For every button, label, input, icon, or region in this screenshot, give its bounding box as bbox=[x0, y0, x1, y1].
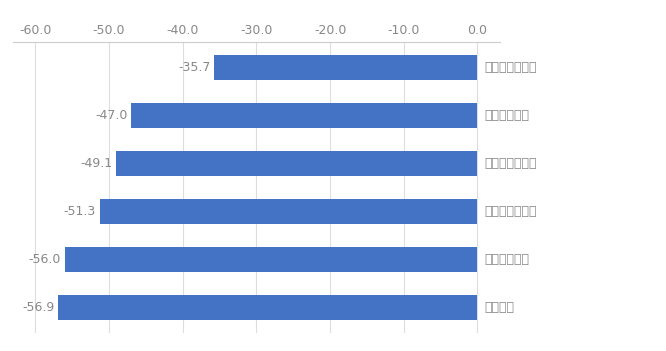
Text: サービス重視層: サービス重視層 bbox=[484, 61, 537, 74]
Text: コスパ重視層: コスパ重視層 bbox=[484, 253, 529, 266]
Bar bbox=[65, 247, 478, 272]
Bar bbox=[116, 151, 478, 176]
Text: -47.0: -47.0 bbox=[95, 109, 127, 122]
Text: 信頼性重視層: 信頼性重視層 bbox=[484, 109, 529, 122]
Text: -56.9: -56.9 bbox=[23, 301, 55, 314]
Bar bbox=[99, 199, 478, 224]
Text: 地域密着重視層: 地域密着重視層 bbox=[484, 157, 537, 170]
Text: -35.7: -35.7 bbox=[178, 61, 210, 74]
Text: -51.3: -51.3 bbox=[63, 205, 96, 218]
Text: -56.0: -56.0 bbox=[29, 253, 61, 266]
Bar bbox=[131, 103, 478, 128]
Bar bbox=[58, 295, 478, 320]
Text: -49.1: -49.1 bbox=[80, 157, 112, 170]
Text: 環境配慮重視層: 環境配慮重視層 bbox=[484, 205, 537, 218]
Text: 低関心層: 低関心層 bbox=[484, 301, 514, 314]
Bar bbox=[214, 55, 478, 80]
